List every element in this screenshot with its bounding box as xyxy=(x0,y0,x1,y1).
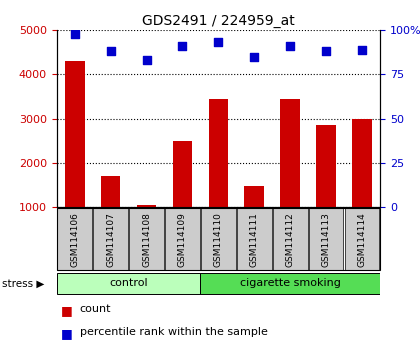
Text: control: control xyxy=(109,278,148,288)
Text: count: count xyxy=(80,304,111,314)
Text: GSM114108: GSM114108 xyxy=(142,212,151,267)
Bar xyxy=(136,205,156,207)
Bar xyxy=(57,273,200,295)
Text: GSM114114: GSM114114 xyxy=(358,212,367,267)
Bar xyxy=(201,209,236,270)
Bar xyxy=(237,209,272,270)
Text: GSM114110: GSM114110 xyxy=(214,212,223,267)
Text: GSM114109: GSM114109 xyxy=(178,212,187,267)
Text: GSM114107: GSM114107 xyxy=(106,212,115,267)
Text: stress ▶: stress ▶ xyxy=(2,279,45,289)
Bar xyxy=(129,209,164,270)
Bar xyxy=(101,176,121,207)
Point xyxy=(359,47,365,52)
Point xyxy=(287,43,294,49)
Point xyxy=(71,31,78,36)
Point xyxy=(107,48,114,54)
Point xyxy=(179,43,186,49)
Bar xyxy=(58,209,92,270)
Text: GSM114106: GSM114106 xyxy=(70,212,79,267)
Bar xyxy=(173,141,192,207)
Title: GDS2491 / 224959_at: GDS2491 / 224959_at xyxy=(142,14,295,28)
Bar xyxy=(165,209,200,270)
Text: percentile rank within the sample: percentile rank within the sample xyxy=(80,327,268,337)
Point xyxy=(215,40,222,45)
Bar xyxy=(345,209,379,270)
Text: GSM114111: GSM114111 xyxy=(250,212,259,267)
Bar xyxy=(273,209,307,270)
Bar xyxy=(309,209,344,270)
Bar xyxy=(281,99,300,207)
Bar xyxy=(200,273,380,295)
Bar xyxy=(352,119,372,207)
Bar xyxy=(316,125,336,207)
Text: ■: ■ xyxy=(61,304,73,318)
Text: ■: ■ xyxy=(61,327,73,341)
Bar xyxy=(93,209,128,270)
Point xyxy=(251,54,258,59)
Text: cigarette smoking: cigarette smoking xyxy=(240,278,341,288)
Point xyxy=(143,57,150,63)
Text: GSM114113: GSM114113 xyxy=(322,212,331,267)
Point xyxy=(323,48,330,54)
Bar xyxy=(208,99,228,207)
Text: GSM114112: GSM114112 xyxy=(286,212,295,267)
Bar xyxy=(244,186,264,207)
Bar xyxy=(65,61,84,207)
